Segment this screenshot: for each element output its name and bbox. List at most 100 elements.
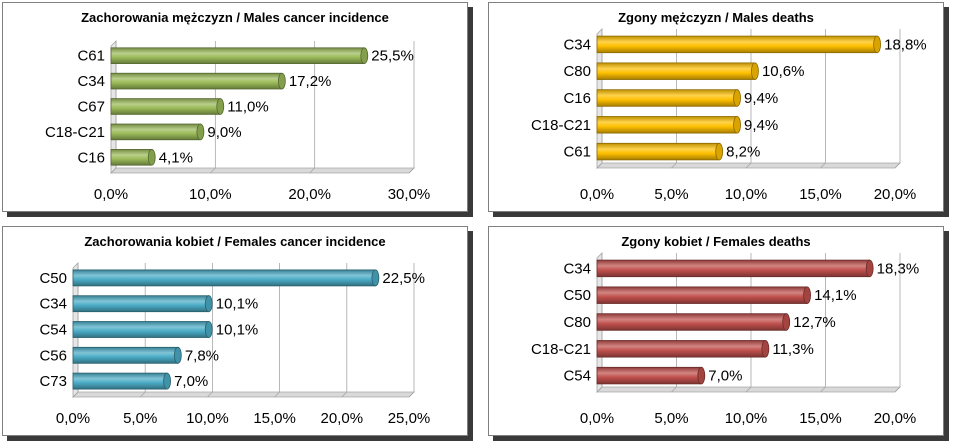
bar-group	[110, 149, 156, 166]
bar-cap	[216, 98, 225, 115]
x-tick-label: 15,0%	[253, 410, 296, 427]
gridline-floor	[139, 391, 146, 398]
category-label: C34	[77, 73, 105, 90]
x-tick-label: 10,0%	[186, 410, 229, 427]
category-label: C50	[563, 287, 591, 304]
gridline-floor	[596, 386, 603, 393]
x-tick-label: 15,0%	[799, 186, 842, 203]
bar-cap	[196, 123, 205, 141]
data-label: 8,2%	[726, 144, 760, 161]
category-label: C34	[39, 296, 67, 313]
bar	[110, 123, 201, 141]
bar	[596, 142, 720, 161]
chart-svg: 0,0% 5,0% 10,0% 15,0% 20,0% C34 18,8% C80 10,6% C…	[531, 28, 927, 203]
bar-group	[596, 340, 770, 358]
data-label: 9,4%	[744, 90, 778, 107]
bar-group	[596, 259, 874, 278]
bar	[596, 259, 871, 278]
data-label: 18,3%	[877, 260, 920, 277]
category-label: C80	[563, 314, 591, 331]
x-tick-label: 0,0%	[580, 410, 614, 427]
bar-cap	[751, 62, 759, 80]
bar	[110, 72, 283, 90]
bar-cap	[873, 35, 882, 54]
x-tick-label: 25,0%	[388, 410, 431, 427]
bar-group	[110, 123, 205, 141]
bar-group	[72, 321, 213, 338]
bar-cap	[761, 340, 770, 358]
chart-title: Zgony kobiet / Females deaths	[621, 234, 811, 249]
bar-group	[72, 295, 213, 313]
bar-cap	[371, 269, 380, 287]
category-label: C50	[39, 270, 67, 287]
gridline-floor	[894, 386, 901, 393]
chart-svg: 0,0% 10,0% 20,0% 30,0% C61 25,5% C34 17,2% C67 11…	[45, 40, 431, 203]
bar-group	[596, 286, 811, 304]
data-label: 11,0%	[227, 99, 268, 116]
bar-group	[110, 98, 225, 115]
gridline-floor	[408, 167, 415, 174]
bar	[72, 295, 210, 313]
plot-floor	[72, 391, 415, 398]
gridline-floor	[341, 391, 348, 398]
x-tick-label: 0,0%	[94, 186, 128, 203]
data-label: 18,8%	[884, 36, 927, 53]
x-tick-label: 10,0%	[725, 186, 768, 203]
data-label: 14,1%	[814, 287, 857, 304]
bar-group	[110, 47, 369, 64]
chart-panel-males-incidence: Zachorowania mężczyzn / Males cancer inc…	[2, 2, 468, 212]
bar-group	[72, 269, 380, 287]
category-label: C54	[39, 322, 67, 339]
bar	[596, 89, 738, 107]
data-label: 11,3%	[772, 341, 813, 358]
data-label: 9,0%	[207, 124, 241, 141]
category-label: C54	[563, 368, 591, 385]
gridline-floor	[274, 391, 280, 398]
category-label: C73	[39, 373, 67, 390]
chart-panel-males-deaths: Zgony mężczyzn / Males deaths 0,0% 5,0% 10…	[488, 2, 944, 212]
gridline-floor	[671, 386, 677, 393]
bar	[72, 321, 210, 338]
bar	[596, 313, 787, 331]
gridline-floor	[72, 391, 79, 398]
category-label: C16	[77, 149, 105, 166]
x-tick-label: 15,0%	[799, 410, 842, 427]
chart-title: Zgony mężczyzn / Males deaths	[618, 10, 814, 25]
x-tick-label: 20,0%	[321, 410, 364, 427]
category-label: C34	[563, 260, 591, 277]
x-tick-label: 20,0%	[874, 186, 917, 203]
chart-title: Zachorowania mężczyzn / Males cancer inc…	[81, 10, 389, 25]
category-label: C56	[39, 347, 67, 364]
data-label: 10,1%	[216, 296, 259, 313]
chart-svg: 0,0% 5,0% 10,0% 15,0% 20,0% C34 18,3% C50 14,1% C…	[531, 252, 920, 427]
bar-cap	[697, 366, 706, 385]
bar	[596, 62, 756, 80]
data-label: 7,0%	[708, 368, 742, 385]
gridline-floor	[820, 386, 826, 393]
data-label: 4,1%	[159, 149, 193, 166]
category-label: C61	[77, 48, 105, 65]
chart-svg: 0,0% 5,0% 10,0% 15,0% 20,0% 25,0% C50 22,5% C34 1…	[39, 262, 431, 427]
bar-group	[596, 89, 741, 107]
bar	[596, 286, 808, 304]
data-label: 12,7%	[793, 314, 836, 331]
x-tick-label: 5,0%	[123, 410, 157, 427]
category-label: C18-C21	[45, 124, 105, 141]
x-tick-label: 5,0%	[654, 410, 688, 427]
bar	[596, 116, 738, 134]
bar	[72, 346, 179, 364]
x-tick-label: 0,0%	[580, 186, 614, 203]
bar-cap	[173, 346, 182, 364]
data-label: 7,8%	[185, 347, 219, 364]
bar-cap	[865, 259, 874, 278]
data-label: 17,2%	[289, 73, 332, 90]
bar-group	[72, 372, 171, 390]
x-tick-label: 30,0%	[388, 186, 431, 203]
bar	[110, 149, 153, 166]
bar-cap	[204, 295, 213, 313]
gridline-floor	[894, 162, 901, 169]
chart-panel-females-deaths: Zgony kobiet / Females deaths 0,0% 5,0% 10…	[488, 226, 944, 436]
x-tick-label: 20,0%	[288, 186, 331, 203]
chart-title: Zachorowania kobiet / Females cancer inc…	[84, 234, 386, 249]
bar	[596, 366, 702, 385]
